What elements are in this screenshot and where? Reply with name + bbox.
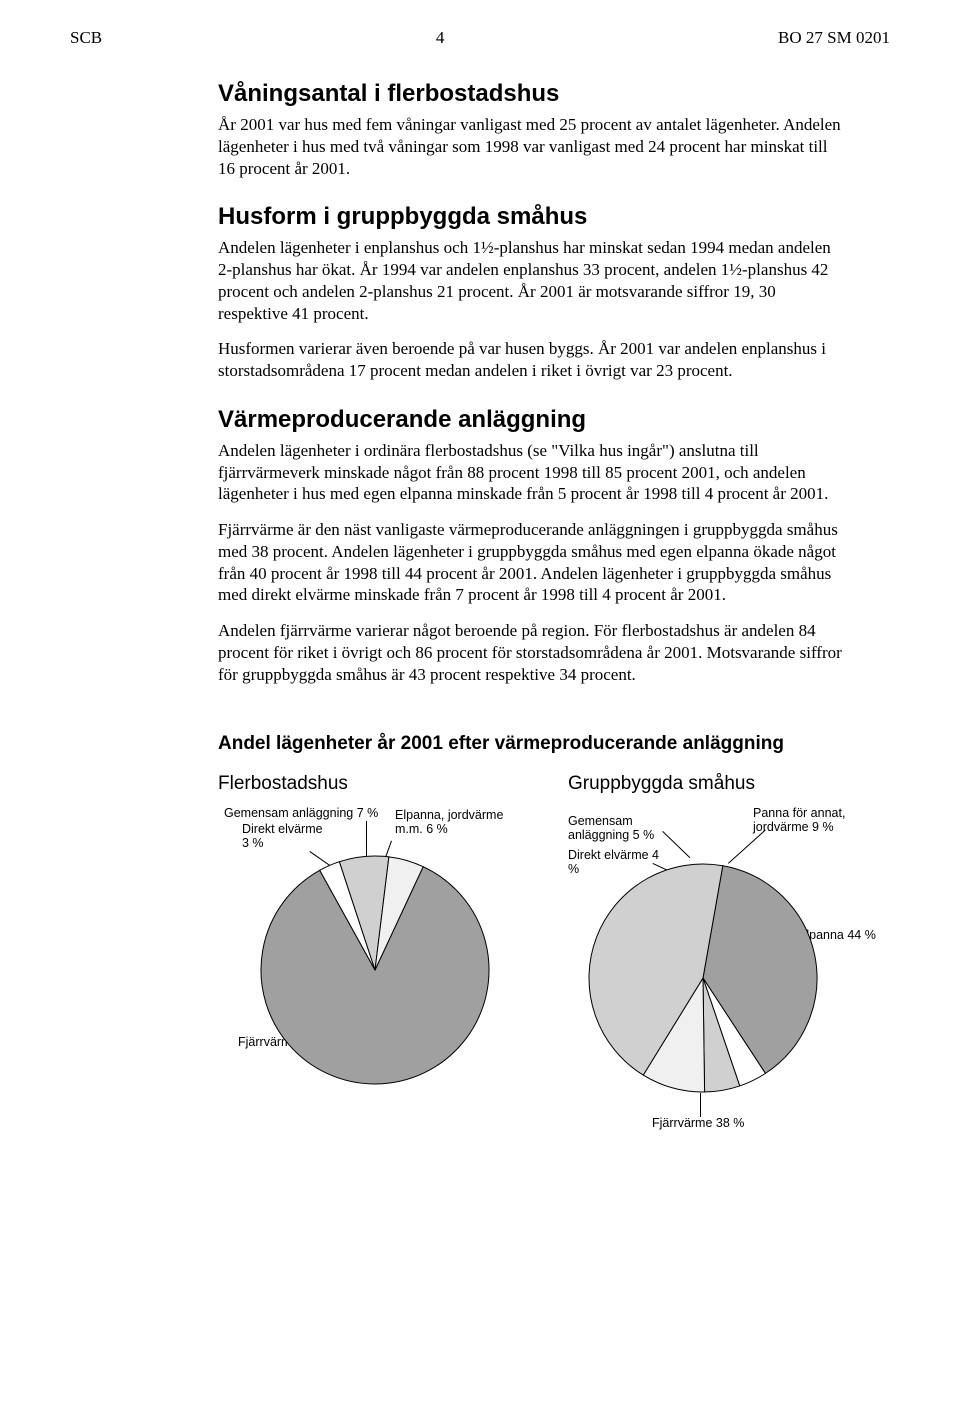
charts-row: Flerbostadshus Gemensam anläggning 7 % D… (218, 773, 846, 1141)
section-1-title: Våningsantal i flerbostadshus (218, 80, 846, 108)
section-2-title: Husform i gruppbyggda småhus (218, 203, 846, 231)
section-2-paragraph-1: Andelen lägenheter i enplanshus och 1½-p… (218, 237, 846, 324)
chart-2-pie (588, 863, 818, 1093)
chart-1-label-elpanna: Elpanna, jordvärme m.m. 6 % (395, 809, 525, 837)
chart-1-column: Flerbostadshus Gemensam anläggning 7 % D… (218, 773, 518, 1141)
chart-2-leader-3 (728, 830, 766, 864)
header-right: BO 27 SM 0201 (778, 28, 890, 48)
section-3-title: Värmeproducerande anläggning (218, 406, 846, 434)
section-2-paragraph-2: Husformen varierar även beroende på var … (218, 338, 846, 382)
section-3-paragraph-1: Andelen lägenheter i ordinära flerbostad… (218, 440, 846, 505)
chart-2-subtitle: Gruppbyggda småhus (568, 773, 868, 795)
chart-2-column: Gruppbyggda småhus Gemensam anläggning 5… (568, 773, 868, 1141)
chart-section-title: Andel lägenheter år 2001 efter värmeprod… (218, 733, 846, 755)
chart-2-label-gemensam: Gemensam anläggning 5 % (568, 815, 678, 843)
chart-2-label-fjarr: Fjärrvärme 38 % (652, 1117, 762, 1131)
header-left: SCB (70, 28, 102, 48)
chart-1-wrap: Gemensam anläggning 7 % Direkt elvärme 3… (218, 801, 518, 1121)
section-3-paragraph-3: Andelen fjärrvärme varierar något beroen… (218, 620, 846, 685)
chart-1-label-direkt: Direkt elvärme 3 % (242, 823, 332, 851)
header-center: 4 (436, 28, 445, 48)
section-1-paragraph-1: År 2001 var hus med fem våningar vanliga… (218, 114, 846, 179)
chart-1-pie (260, 855, 490, 1085)
chart-2-wrap: Gemensam anläggning 5 % Direkt elvärme 4… (568, 801, 868, 1141)
chart-1-label-gemensam: Gemensam anläggning 7 % (224, 807, 389, 821)
content-column: Våningsantal i flerbostadshus År 2001 va… (218, 80, 846, 1141)
page: SCB 4 BO 27 SM 0201 Våningsantal i flerb… (0, 0, 960, 1161)
chart-1-subtitle: Flerbostadshus (218, 773, 518, 795)
section-3-paragraph-2: Fjärrvärme är den näst vanligaste värmep… (218, 519, 846, 606)
chart-2-leader-5 (700, 1093, 701, 1117)
page-header: SCB 4 BO 27 SM 0201 (70, 28, 890, 48)
chart-2-label-panna: Panna för annat, jordvärme 9 % (753, 807, 863, 835)
